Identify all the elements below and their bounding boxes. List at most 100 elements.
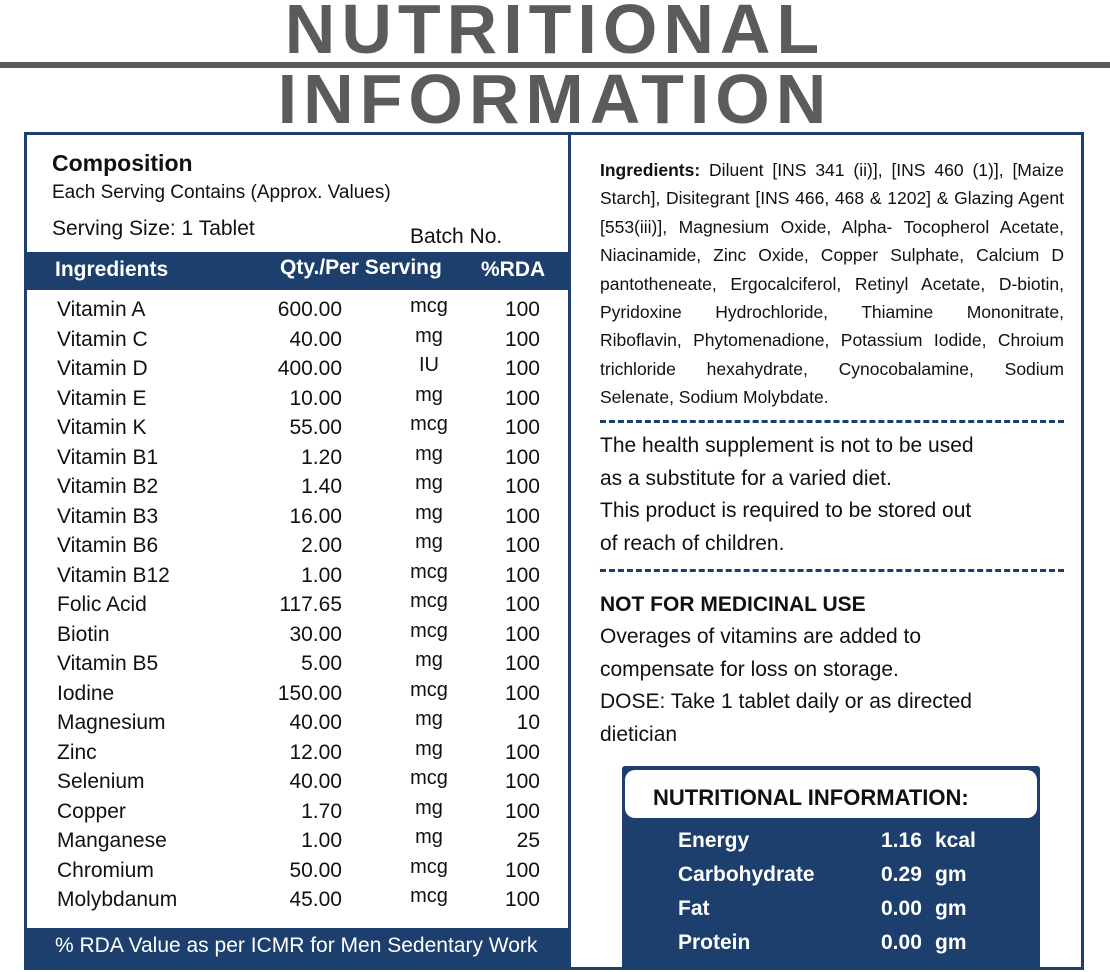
rda-footnote: % RDA Value as per ICMR for Men Sedentar…	[27, 928, 568, 967]
composition-table: Vitamin A 600.00 mcg 100 Vitamin C 40.00 mg 100…	[27, 295, 568, 918]
ingredient-qty: 40.00	[289, 327, 342, 351]
nutrient-value: 0.29	[881, 863, 922, 886]
ingredient-unit: mcg	[410, 590, 448, 612]
ingredient-unit: mg	[415, 737, 443, 760]
nutrient-value: 0.00	[881, 897, 922, 920]
nutrient-name: Fat	[678, 897, 710, 920]
ingredient-name: Vitamin A	[57, 298, 146, 321]
dose-notes: Overages of vitamins are added to compen…	[600, 621, 1070, 751]
ingredient-unit: mcg	[410, 885, 448, 907]
label-panel	[24, 132, 1084, 970]
ingredient-qty: 16.00	[289, 504, 342, 528]
ingredient-unit: mg	[415, 472, 443, 494]
ingredient-name: Molybdanum	[57, 888, 178, 911]
ingredient-qty: 117.65	[279, 593, 342, 616]
header-rda: %RDA	[481, 258, 546, 281]
ingredient-qty: 1.40	[301, 475, 342, 498]
ingredient-rda: 100	[504, 858, 540, 882]
table-row: Vitamin D 400.00 IU 100	[27, 354, 568, 387]
ingredient-name: Selenium	[57, 770, 145, 793]
ingredient-rda: 100	[504, 740, 540, 764]
ingredient-name: Iodine	[57, 681, 115, 705]
ingredient-unit: mg	[415, 826, 443, 848]
ingredient-rda: 25	[516, 829, 540, 852]
ingredient-rda: 100	[504, 770, 540, 793]
ingredient-name: Vitamin E	[57, 386, 147, 410]
ingredient-name: Manganese	[57, 829, 167, 852]
note-line: dietician	[600, 722, 678, 746]
ingredient-name: Copper	[57, 799, 126, 823]
ingredient-unit: mcg	[410, 413, 448, 435]
ingredients-text: Diluent [INS 341 (ii)], [INS 460 (1)], […	[600, 160, 1064, 408]
ingredient-unit: mg	[415, 501, 443, 524]
table-row: Vitamin A 600.00 mcg 100	[27, 295, 568, 328]
serving-size: Serving Size: 1 Tablet	[52, 217, 255, 240]
ingredient-unit: mg	[415, 708, 443, 730]
nutrient-unit: gm	[935, 931, 967, 954]
nutrient-value: 1.16	[881, 829, 922, 852]
ingredient-unit: mg	[415, 442, 443, 465]
ingredient-qty: 1.00	[301, 563, 342, 587]
table-row: Vitamin K 55.00 mcg 100	[27, 413, 568, 446]
ingredient-qty: 2.00	[301, 534, 342, 557]
ingredient-name: Zinc	[57, 740, 97, 764]
header-ingredients: Ingredients	[55, 258, 169, 281]
ingredient-rda: 100	[504, 357, 540, 380]
ingredient-rda: 100	[504, 681, 540, 705]
nutrition-header: NUTRITIONAL INFORMATION:	[625, 770, 1037, 818]
ingredient-qty: 600.00	[277, 298, 342, 321]
table-row: Vitamin B6 2.00 mg 100	[27, 531, 568, 564]
ingredient-name: Vitamin B2	[57, 475, 159, 498]
table-row: Vitamin B2 1.40 mg 100	[27, 472, 568, 505]
ingredient-rda: 100	[504, 327, 540, 351]
table-row: Vitamin E 10.00 mg 100	[27, 384, 568, 417]
ingredient-name: Vitamin B1	[57, 445, 159, 469]
ingredient-unit: mcg	[410, 619, 448, 642]
title-underline	[0, 62, 1110, 68]
table-row: Chromium 50.00 mcg 100	[27, 856, 568, 889]
ingredient-unit: mg	[415, 324, 443, 347]
ingredient-unit: mcg	[410, 767, 448, 789]
table-row: Biotin 30.00 mcg 100	[27, 619, 568, 653]
ingredient-rda: 100	[504, 888, 540, 911]
ingredient-unit: mg	[415, 796, 443, 819]
page-title: NUTRITIONAL INFORMATION	[277, 0, 833, 138]
ingredient-qty: 1.00	[301, 829, 342, 852]
table-row: Vitamin B5 5.00 mg 100	[27, 649, 568, 682]
ingredient-name: Vitamin D	[57, 357, 148, 380]
nutrient-name: Protein	[678, 931, 751, 954]
table-row: Selenium 40.00 mcg 100	[27, 767, 568, 800]
table-row: Copper 1.70 mg 100	[27, 796, 568, 830]
ingredient-rda: 100	[504, 622, 540, 646]
ingredient-name: Vitamin C	[57, 327, 148, 351]
table-row: Manganese 1.00 mg 25	[27, 826, 568, 859]
table-row: Magnesium 40.00 mg 10	[27, 708, 568, 741]
table-row: Vitamin B12 1.00 mcg 100	[27, 561, 568, 594]
ingredient-name: Vitamin B12	[57, 563, 170, 587]
nutrition-row: Carbohydrate 0.29 gm	[622, 863, 1040, 897]
ingredient-name: Folic Acid	[57, 593, 147, 616]
table-row: Folic Acid 117.65 mcg 100	[27, 590, 568, 623]
rda-footnote-text: % RDA Value as per ICMR for Men Sedentar…	[55, 934, 538, 957]
not-medicinal-heading: NOT FOR MEDICINAL USE	[600, 593, 866, 616]
ingredient-qty: 40.00	[289, 711, 342, 734]
table-row: Vitamin C 40.00 mg 100	[27, 324, 568, 358]
nutrient-value: 0.00	[881, 931, 922, 954]
note-line: This product is required to be stored ou…	[600, 499, 972, 522]
table-header: Ingredients Qty./Per Serving %RDA	[27, 252, 568, 290]
nutrient-name: Energy	[678, 829, 750, 852]
ingredient-rda: 100	[504, 504, 540, 528]
note-line: The health supplement is not to be used	[600, 434, 974, 457]
ingredient-qty: 1.70	[301, 799, 342, 823]
nutrient-unit: kcal	[935, 829, 976, 852]
note-line: Overages of vitamins are added to	[600, 625, 922, 648]
ingredient-rda: 10	[516, 711, 540, 734]
nutrient-unit: gm	[935, 863, 967, 886]
ingredient-rda: 100	[504, 298, 540, 321]
ingredient-qty: 30.00	[289, 622, 342, 646]
nutrition-title: NUTRITIONAL INFORMATION:	[653, 785, 969, 810]
table-row: Vitamin B1 1.20 mg 100	[27, 442, 568, 476]
nutrient-unit: gm	[935, 897, 967, 920]
ingredient-qty: 12.00	[289, 740, 342, 764]
ingredient-rda: 100	[504, 445, 540, 469]
